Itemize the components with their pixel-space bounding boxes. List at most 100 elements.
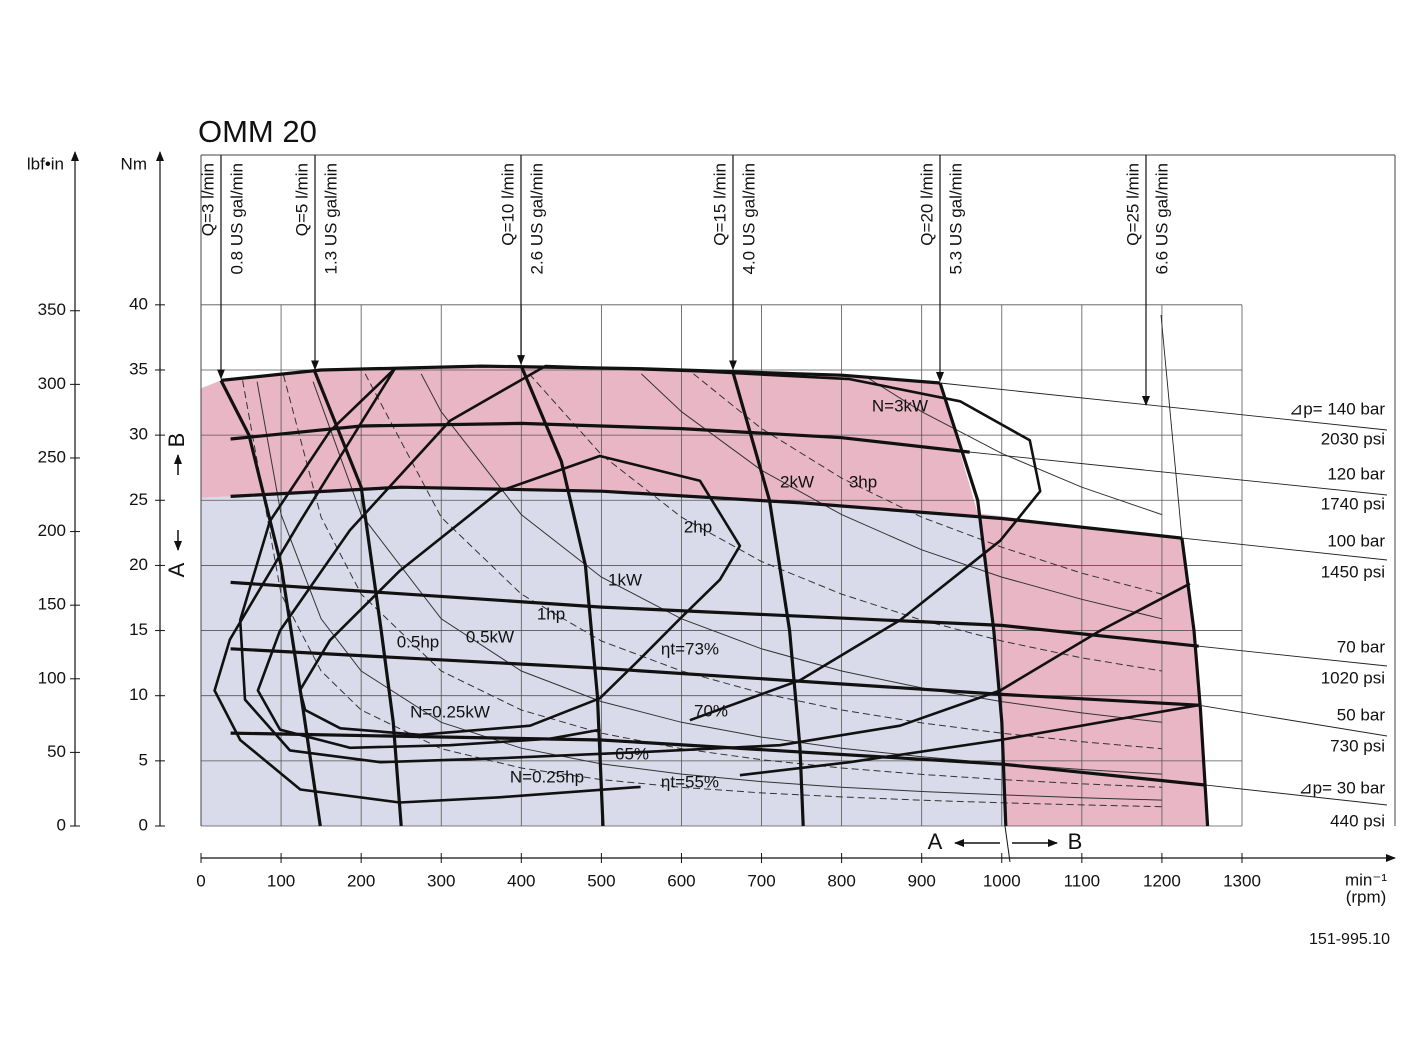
power-label: 2hp (684, 517, 712, 536)
power-curve (420, 373, 1162, 723)
leader-line (1181, 537, 1388, 561)
y2-tick-label: 150 (38, 595, 66, 614)
flow-label: Q=3 l/min (198, 163, 217, 236)
pressure-curve (230, 485, 1183, 540)
y2-tick-label: 300 (38, 374, 66, 393)
power-label: 0.5kW (466, 627, 514, 646)
x-axis-unit: (rpm) (1346, 887, 1387, 906)
x-tick-label: 1300 (1223, 871, 1261, 890)
y2-tick-label: 50 (47, 742, 66, 761)
chart-title: OMM 20 (198, 114, 317, 149)
flow-us-label: 0.8 US gal/min (227, 163, 246, 275)
x-tick-label: 500 (587, 871, 615, 890)
flow-label: Q=15 l/min (710, 163, 729, 246)
efficiency-label: 65% (615, 744, 649, 763)
power-label: 2kW (780, 472, 814, 491)
operating-region (201, 487, 1006, 826)
x-tick-label: 600 (667, 871, 695, 890)
figure-code: 151-995.10 (1309, 931, 1390, 948)
pressure-label: ⊿p= 140 bar (1289, 399, 1385, 418)
flow-pointer (1160, 314, 1183, 539)
leader-line (940, 382, 1388, 431)
port-label: B (1068, 829, 1083, 854)
operating-region (201, 366, 1208, 826)
x-tick-label: 900 (908, 871, 936, 890)
pressure-label: 50 bar (1337, 705, 1386, 724)
pressure-psi-label: 1740 psi (1321, 494, 1385, 513)
power-curve (242, 380, 1162, 808)
power-label: 1kW (608, 570, 642, 589)
pressure-label: 100 bar (1327, 531, 1385, 550)
power-curve (528, 373, 1162, 672)
pressure-psi-label: 440 psi (1330, 811, 1385, 830)
pressure-curve (230, 421, 970, 454)
power-curve (283, 375, 1162, 788)
pressure-psi-label: 730 psi (1330, 736, 1385, 755)
pressure-label: 120 bar (1327, 464, 1385, 483)
flow-curve (519, 365, 605, 827)
y-tick-label: 10 (129, 685, 148, 704)
x-tick-label: 700 (747, 871, 775, 890)
power-label: N=0.25hp (510, 767, 584, 786)
y2-tick-label: 200 (38, 521, 66, 540)
power-curve (865, 376, 1163, 516)
efficiency-label: ηt=55% (661, 772, 719, 791)
port-label: A (164, 562, 189, 577)
flow-label: Q=10 l/min (498, 163, 517, 246)
flow-label: Q=25 l/min (1123, 163, 1142, 246)
y2-tick-label: 350 (38, 300, 66, 319)
y-tick-label: 40 (129, 294, 148, 313)
x-tick-label: 200 (347, 871, 375, 890)
power-label: N=3kW (872, 396, 928, 415)
y2-axis-label: lbf•in (27, 154, 64, 173)
flow-us-label: 6.6 US gal/min (1152, 163, 1171, 275)
x-tick-label: 1000 (983, 871, 1021, 890)
y-tick-label: 30 (129, 425, 148, 444)
pressure-psi-label: 1020 psi (1321, 668, 1385, 687)
pressure-curve (230, 647, 1199, 707)
x-tick-label: 300 (427, 871, 455, 890)
pressure-psi-label: 1450 psi (1321, 562, 1385, 581)
flow-curve (219, 379, 322, 827)
leader-line (1198, 704, 1388, 737)
x-axis-label: min⁻¹ (1345, 870, 1387, 889)
x-tick-label: 1100 (1064, 871, 1101, 890)
y-tick-label: 0 (139, 815, 148, 834)
leader-line (1205, 784, 1388, 806)
power-curve (693, 373, 1163, 595)
power-curve (256, 381, 1162, 801)
port-label: A (928, 829, 943, 854)
y-tick-label: 35 (129, 359, 148, 378)
leader-line (969, 451, 1388, 496)
pressure-label: ⊿p= 30 bar (1298, 778, 1385, 797)
x-tick-label: 800 (827, 871, 855, 890)
efficiency-label: 70% (694, 701, 728, 720)
flow-us-label: 4.0 US gal/min (739, 163, 758, 275)
flow-curve (1180, 537, 1210, 827)
y2-tick-label: 250 (38, 447, 66, 466)
leader-line (1198, 645, 1388, 667)
x-tick-label: 0 (196, 871, 205, 890)
efficiency-curve (213, 368, 1201, 804)
x-tick-label: 100 (267, 871, 295, 890)
flow-curve (938, 382, 1008, 827)
flow-us-label: 1.3 US gal/min (321, 163, 340, 275)
pressure-curve (230, 580, 1199, 648)
y-tick-label: 20 (129, 555, 148, 574)
flow-curve (313, 370, 403, 827)
power-label: 3hp (849, 472, 877, 491)
pressure-label: 70 bar (1337, 637, 1386, 656)
flow-us-label: 2.6 US gal/min (527, 163, 546, 275)
power-label: N=0.25kW (410, 702, 490, 721)
pressure-curve (220, 364, 941, 385)
efficiency-curve (298, 454, 742, 737)
flow-curve (731, 370, 805, 827)
flow-label: Q=20 l/min (917, 163, 936, 246)
flow-us-label: 5.3 US gal/min (946, 163, 965, 275)
x-tick-label: 400 (507, 871, 535, 890)
frame (71, 151, 1396, 863)
y2-tick-label: 0 (57, 815, 66, 834)
pressure-psi-label: 2030 psi (1321, 429, 1385, 448)
power-curve (641, 373, 1163, 620)
